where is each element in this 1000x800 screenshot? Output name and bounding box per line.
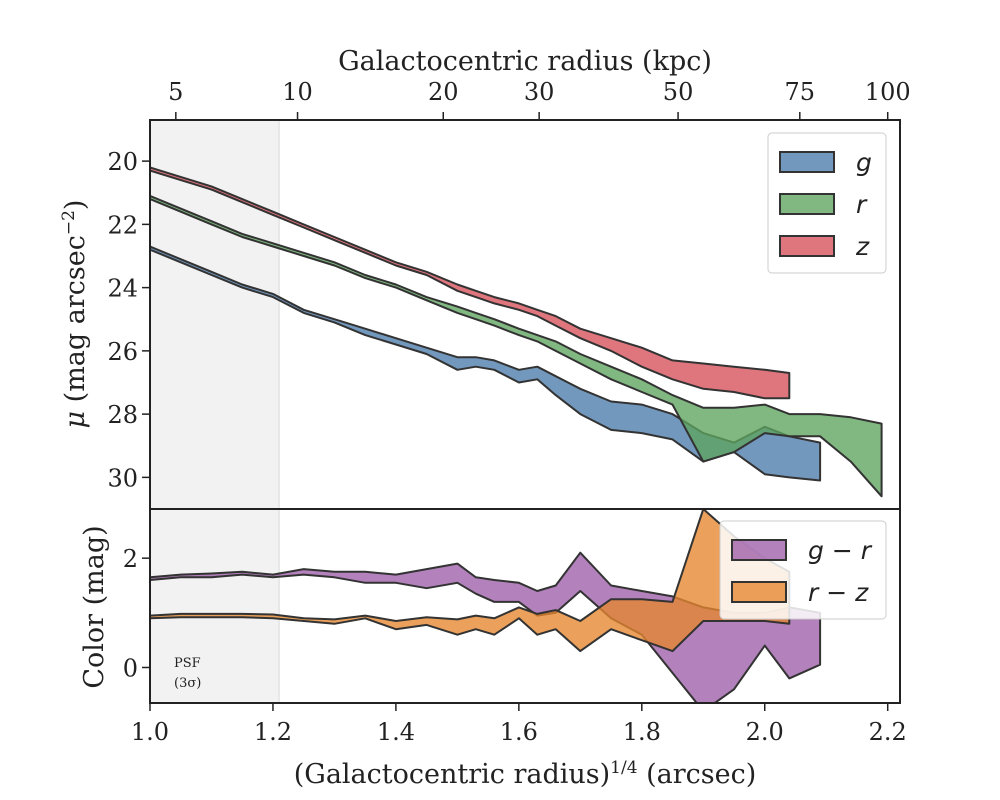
y-tick-label-top: 24: [107, 275, 138, 303]
top-legend-label: r: [856, 190, 868, 219]
top-legend-swatch: [779, 193, 835, 215]
top-band-r: [150, 194, 883, 498]
y-tick-label-top: 20: [107, 148, 138, 176]
top-legend-label: g: [856, 148, 872, 177]
top-x-tick-label: 100: [865, 78, 911, 106]
y-tick-label-top: 28: [107, 401, 138, 429]
x-tick-label: 1.6: [500, 718, 538, 746]
top-band-z: [150, 166, 791, 400]
top-axis-title: Galactocentric radius (kpc): [338, 46, 712, 77]
top-x-tick-label: 5: [168, 78, 183, 106]
top-x-tick-label: 20: [428, 78, 459, 106]
top-legend-swatch: [779, 151, 835, 173]
top-x-tick-label: 10: [282, 78, 313, 106]
x-tick-label: 2.0: [746, 718, 784, 746]
bottom-y-axis-title: Color (mag): [79, 525, 110, 688]
psf-label: PSF: [174, 656, 201, 671]
top-legend-label: z: [855, 232, 870, 261]
x-tick-label: 1.2: [254, 718, 292, 746]
x-tick-label: 1.8: [623, 718, 661, 746]
x-tick-label: 1.4: [377, 718, 415, 746]
bottom-legend-label: r − z: [808, 578, 869, 607]
y-tick-label-top: 26: [107, 338, 138, 366]
x-tick-label: 1.0: [131, 718, 169, 746]
bottom-legend-swatch: [731, 581, 787, 603]
bottom-legend: g − r r − z: [719, 520, 887, 620]
psf-region-bottom: [150, 509, 280, 703]
psf-sublabel: (3σ): [174, 676, 201, 691]
top-legend-swatch: [779, 235, 835, 257]
y-tick-label-bottom: 0: [123, 654, 138, 682]
bottom-legend-label: g − r: [808, 536, 873, 565]
psf-region-top: [150, 120, 280, 509]
top-x-tick-label: 75: [785, 78, 816, 106]
bottom-band-rz: [150, 509, 791, 653]
top-y-axis-title: μ (mag arcsec−2): [59, 200, 91, 429]
top-x-tick-label: 50: [663, 78, 694, 106]
top-x-tick-label: 30: [524, 78, 555, 106]
top-panel-ticks: 20 22 24 26 28 30 5 10 20 30 50 75 100: [107, 78, 910, 492]
top-panel-series: [150, 166, 883, 498]
y-tick-label-bottom: 2: [123, 545, 138, 573]
x-axis-title: (Galactocentric radius)1/4 (arcsec): [294, 758, 757, 790]
bottom-panel-frame: [149, 508, 901, 704]
y-tick-label-top: 22: [107, 211, 138, 239]
bottom-panel-ticks: 0 2 1.0 1.2 1.4 1.6 1.8 2.0 2.2: [123, 545, 907, 746]
top-band-g: [150, 245, 822, 482]
bottom-panel-series: [150, 509, 822, 703]
bottom-legend-swatch: [731, 539, 787, 561]
x-tick-label: 2.2: [869, 718, 907, 746]
y-tick-label-top: 30: [107, 464, 138, 492]
top-legend: grz: [767, 132, 887, 274]
